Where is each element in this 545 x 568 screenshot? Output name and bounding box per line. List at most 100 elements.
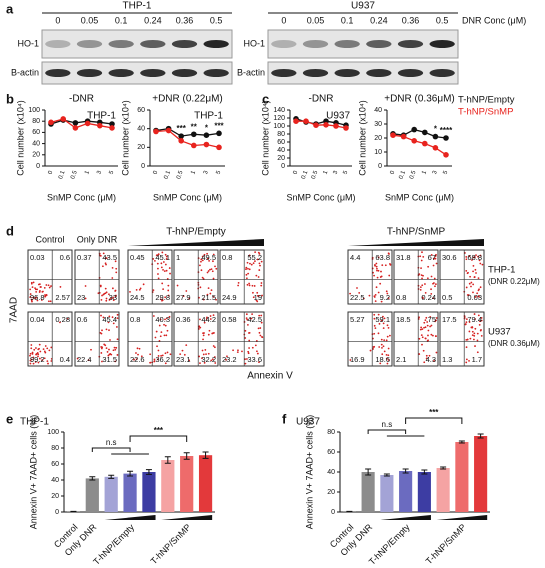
flow-dot (213, 356, 216, 358)
flow-dot (252, 291, 254, 294)
flow-dot (156, 358, 159, 361)
chart-title: -DNR (309, 94, 334, 105)
quadrant-value: 45.1 (155, 253, 170, 262)
bar (104, 476, 118, 512)
flow-dot (32, 296, 35, 299)
flow-dot (247, 272, 250, 275)
flow-dot (471, 334, 474, 337)
x-tick-label: 0.5 (70, 170, 79, 181)
flow-dot (100, 347, 103, 350)
legend-entry: T-hNP/SnMP (458, 107, 513, 118)
flow-dot (206, 252, 209, 255)
error-bar (365, 468, 372, 476)
flow-dot (199, 286, 202, 289)
flow-dot (430, 333, 433, 336)
flow-group: Only DNR (77, 234, 118, 244)
flow-dot (38, 343, 41, 346)
flow-dot (388, 274, 391, 277)
flow-dot (473, 313, 476, 315)
quadrant-value: 31.5 (102, 355, 117, 364)
flow-dot (160, 262, 163, 265)
flow-row-sublabel: (DNR 0.22μM) (488, 277, 540, 286)
flow-dot (474, 318, 477, 320)
x-tick-label: 5 (216, 170, 223, 176)
blot-band (171, 40, 198, 48)
flow-dot (102, 316, 105, 319)
series-point (333, 123, 339, 129)
bar (85, 478, 99, 512)
flow-dot (84, 285, 87, 287)
blot-band (171, 69, 198, 77)
error-bar (383, 473, 390, 477)
flow-dot (468, 359, 470, 362)
flow-dot (244, 329, 247, 332)
flow-dot (206, 293, 209, 296)
series-point (400, 133, 407, 140)
flow-dot (259, 264, 261, 267)
flow-dot (384, 264, 387, 267)
series-point (191, 142, 197, 149)
series-point (97, 122, 103, 129)
flow-dot (426, 277, 429, 280)
flow-dot (164, 324, 167, 327)
flow-row-label: THP-1 (488, 265, 515, 276)
x-tick-label: 1 (84, 170, 91, 176)
flow-dot (213, 332, 215, 334)
flow-dot (212, 358, 214, 361)
flow-dot (426, 324, 429, 327)
flow-dot (207, 270, 210, 272)
flow-dot (374, 327, 377, 329)
flow-dot (427, 329, 430, 332)
quadrant-value: 43.5 (102, 253, 117, 262)
dose-wedge (161, 515, 213, 520)
flow-plot (347, 311, 393, 367)
flow-dot (108, 353, 111, 356)
flow-dot (208, 259, 210, 262)
flow-dot (215, 267, 218, 270)
flow-dot (202, 353, 205, 356)
flow-dot (100, 346, 103, 348)
y-tick-label: 40 (32, 140, 40, 147)
flow-dot (210, 289, 213, 292)
flow-dot (155, 330, 158, 333)
flow-dot (165, 269, 168, 272)
flow-dot (214, 265, 216, 268)
flow-dot (207, 333, 210, 336)
flow-dot (35, 290, 38, 293)
flow-dot (248, 268, 251, 271)
flow-dot (29, 352, 32, 355)
flow-dot (202, 332, 204, 335)
quadrant-value: 23 (77, 293, 85, 302)
significance: * (434, 125, 438, 134)
flow-dot (472, 270, 474, 273)
flow-dot (474, 345, 476, 347)
series-point (191, 131, 197, 138)
dose-wedge (128, 239, 264, 246)
flow-dot (201, 259, 204, 262)
quadrant-value: 18.5 (396, 315, 411, 324)
x-tick-label: 0.5 (311, 170, 320, 181)
blot-strip (41, 61, 233, 85)
flow-dot (185, 344, 188, 347)
series-point (443, 135, 449, 141)
y-tick-label: 100 (47, 429, 59, 436)
flow-dot (237, 349, 239, 352)
flow-dot (421, 328, 424, 330)
flow-dot (476, 292, 479, 295)
blot-band (334, 69, 360, 77)
flow-dot (226, 355, 228, 358)
flow-dot (373, 332, 376, 335)
flow-dot (161, 299, 163, 302)
flow-dot (37, 355, 39, 358)
flow-dot (165, 317, 168, 320)
flow-dot (31, 300, 33, 303)
x-tick-label: 0.1 (398, 170, 407, 181)
blot-conc: 0.24 (144, 15, 162, 25)
flow-dot (104, 262, 107, 265)
flow-dot (200, 269, 203, 272)
y-tick-label: 40 (374, 107, 382, 114)
flow-dot (237, 281, 240, 284)
flow-dot (375, 265, 378, 268)
blot-band (429, 69, 455, 77)
quadrant-value: 0.45 (130, 253, 145, 262)
